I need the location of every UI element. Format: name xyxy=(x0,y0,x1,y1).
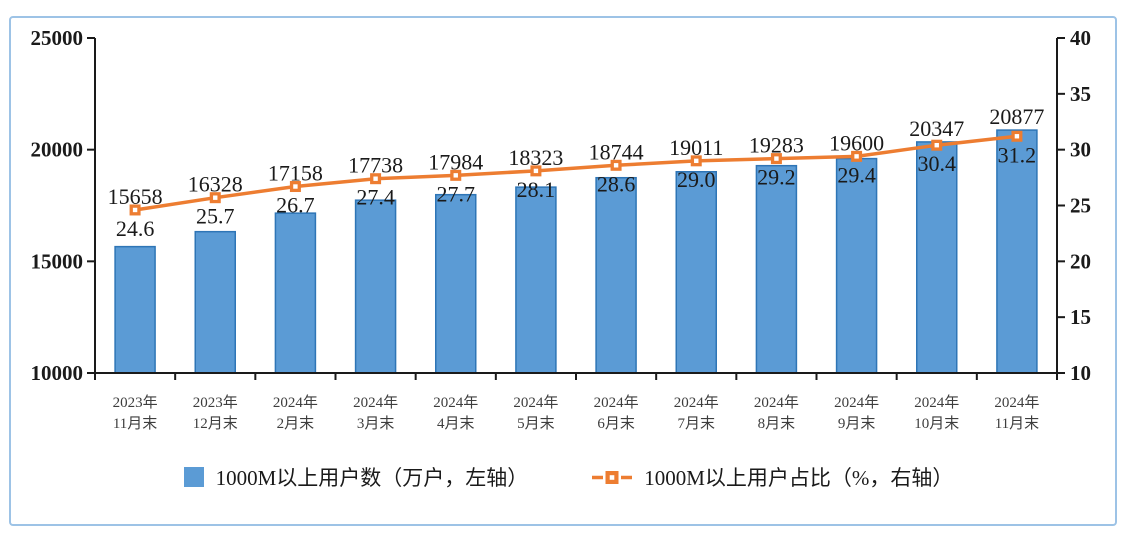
line-marker-center xyxy=(533,168,539,174)
line-value-label: 28.1 xyxy=(517,177,556,202)
legend-bar-label: 1000M以上用户数（万户，左轴） xyxy=(215,466,529,490)
x-axis-label-year: 2023年 xyxy=(193,394,238,411)
line-value-label: 30.4 xyxy=(918,151,957,176)
x-axis-label-month: 8月末 xyxy=(758,415,796,432)
x-axis-label-year: 2024年 xyxy=(273,394,318,411)
right-axis-label: 25 xyxy=(1070,194,1091,218)
right-axis-label: 40 xyxy=(1070,26,1091,50)
x-axis-label-year: 2024年 xyxy=(834,394,879,411)
right-axis-label: 20 xyxy=(1070,249,1091,273)
bar xyxy=(916,141,958,374)
line-marker-center xyxy=(213,195,218,200)
line-marker-center xyxy=(293,184,298,189)
left-axis-label: 10000 xyxy=(31,361,84,385)
x-axis-label-month: 6月末 xyxy=(597,415,635,432)
line-value-label: 31.2 xyxy=(998,142,1037,167)
bar-value-label: 15658 xyxy=(108,184,163,209)
line-value-label: 25.7 xyxy=(196,204,235,229)
bar xyxy=(114,245,156,374)
bar xyxy=(595,176,637,374)
x-axis-label-month: 2月末 xyxy=(277,415,315,432)
x-axis-label-month: 7月末 xyxy=(677,415,715,432)
line-value-label: 24.6 xyxy=(116,216,155,241)
bar xyxy=(435,193,477,374)
x-axis-label-year: 2024年 xyxy=(513,394,558,411)
legend-line-label: 1000M以上用户占比（%，右轴） xyxy=(644,466,954,490)
line-value-label: 27.7 xyxy=(437,181,476,206)
x-axis-label-year: 2023年 xyxy=(113,394,158,411)
right-axis-label: 15 xyxy=(1070,305,1091,329)
x-axis-label-year: 2024年 xyxy=(994,394,1039,411)
bar-value-label: 20877 xyxy=(989,104,1044,129)
line-marker-center xyxy=(1014,134,1020,139)
x-axis-label-year: 2024年 xyxy=(674,394,719,411)
x-axis-label-year: 2024年 xyxy=(914,394,959,411)
line-marker-center xyxy=(613,163,619,168)
left-axis-label: 20000 xyxy=(31,138,84,162)
line-marker-center xyxy=(373,176,378,181)
bar xyxy=(274,212,317,374)
bar-value-label: 17984 xyxy=(428,149,483,174)
chart-legend: 1000M以上用户数（万户，左轴） 1000M以上用户占比（%，右轴） xyxy=(0,458,1137,496)
right-axis-label: 10 xyxy=(1070,361,1091,385)
line-marker-center xyxy=(132,207,138,213)
legend-item-bar-series: 1000M以上用户数（万户，左轴） xyxy=(183,462,529,492)
right-axis-label: 35 xyxy=(1070,82,1091,106)
x-axis-label-month: 3月末 xyxy=(357,415,395,432)
x-axis-label-year: 2024年 xyxy=(754,394,799,411)
x-axis-label-year: 2024年 xyxy=(594,394,639,411)
legend-bar-swatch-icon xyxy=(183,467,204,487)
line-marker-center xyxy=(774,156,779,161)
line-value-label: 26.7 xyxy=(276,193,315,218)
bar-value-label: 17738 xyxy=(348,153,403,178)
line-value-label: 29.4 xyxy=(837,162,876,187)
x-axis-label-year: 2024年 xyxy=(353,394,398,411)
bar-value-label: 19600 xyxy=(829,130,884,155)
line-marker-center xyxy=(854,154,859,159)
bar-value-label: 19283 xyxy=(749,133,804,158)
bar xyxy=(755,164,798,374)
line-marker-center xyxy=(934,143,939,148)
line-value-label: 27.4 xyxy=(356,185,395,210)
x-axis-label-month: 5月末 xyxy=(517,415,555,432)
right-axis-label: 30 xyxy=(1070,138,1091,162)
bar-value-label: 18323 xyxy=(508,145,563,170)
left-axis-label: 25000 xyxy=(31,26,84,50)
line-value-label: 29.2 xyxy=(757,165,796,190)
left-axis-label: 15000 xyxy=(31,249,84,273)
x-axis-label-month: 10月末 xyxy=(914,415,959,432)
legend-line-marker-icon xyxy=(592,470,633,484)
line-value-label: 28.6 xyxy=(597,171,636,196)
bar xyxy=(835,157,878,374)
bar-value-label: 19011 xyxy=(669,135,723,160)
x-axis-label-month: 12月末 xyxy=(193,415,238,432)
line-value-label: 29.0 xyxy=(677,167,716,192)
percentage-line xyxy=(134,134,1018,212)
bar-value-label: 18744 xyxy=(589,139,644,164)
bar xyxy=(194,230,236,374)
legend-item-line-series: 1000M以上用户占比（%，右轴） xyxy=(592,462,953,492)
x-axis-label-year: 2024年 xyxy=(433,394,478,411)
bar xyxy=(675,171,717,374)
x-axis-label-month: 9月末 xyxy=(838,415,876,432)
line-marker-center xyxy=(694,158,699,164)
bar-value-label: 17158 xyxy=(268,161,323,186)
bar-value-label: 20347 xyxy=(909,116,964,141)
x-axis-label-month: 4月末 xyxy=(437,415,475,432)
line-marker-center xyxy=(453,173,458,178)
bar xyxy=(515,186,557,374)
bar xyxy=(354,199,397,374)
x-axis-label-month: 11月末 xyxy=(995,415,1039,432)
bar-value-label: 16328 xyxy=(188,172,243,197)
x-axis-label-month: 11月末 xyxy=(113,415,157,432)
